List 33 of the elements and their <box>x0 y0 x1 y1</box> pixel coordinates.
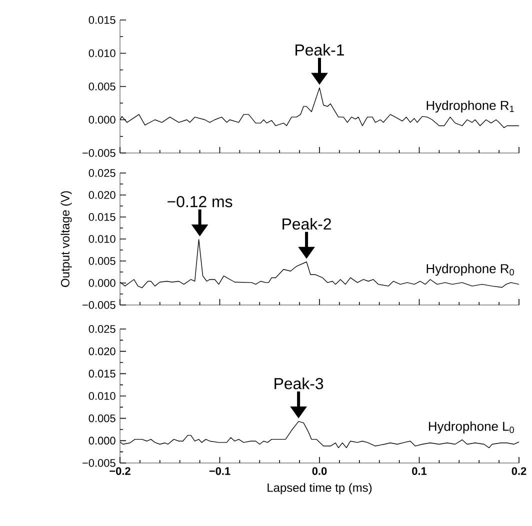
x-axis-title: Lapsed time tp (ms) <box>268 483 372 494</box>
x-tick-label: 0.1 <box>412 467 427 475</box>
y-tick-label: −0.005 <box>82 301 116 309</box>
y-tick-label: 0.005 <box>88 257 116 265</box>
x-tick-label: −0.1 <box>209 467 230 475</box>
y-tick-label: 0.025 <box>88 325 116 333</box>
y-tick-label: 0.015 <box>88 16 116 24</box>
x-tick-label: 0.2 <box>512 467 526 475</box>
y-tick-label: 0.020 <box>88 347 116 356</box>
x-tick-label: −0.2 <box>110 467 130 475</box>
y-axis-title: Output voltage (V) <box>60 191 72 287</box>
y-tick-label: 0.005 <box>88 82 116 90</box>
annotation: Peak-1 <box>296 44 344 56</box>
y-tick-label: 0.000 <box>88 436 116 445</box>
x-tick-label: 0.0 <box>312 467 327 475</box>
y-tick-label: 0.010 <box>88 235 116 243</box>
y-tick-label: 0.025 <box>88 169 116 177</box>
series-label: Hydrophone R$_{0}$ <box>426 264 514 276</box>
y-tick-label: 0.000 <box>88 116 116 124</box>
series-label: Hydrophone L$_{0}$ <box>428 421 514 434</box>
y-tick-label: 0.010 <box>88 392 116 400</box>
annotation: −0.12 ms <box>168 196 232 208</box>
y-tick-label: −0.005 <box>82 459 116 467</box>
y-tick-label: 0.010 <box>88 49 116 58</box>
annotation: Peak-3 <box>274 378 324 390</box>
y-tick-label: 0.020 <box>88 191 116 199</box>
y-tick-label: −0.005 <box>82 149 116 157</box>
y-tick-label: 0.015 <box>88 213 116 221</box>
y-tick-label: 0.005 <box>88 414 116 422</box>
y-tick-label: 0.000 <box>88 279 116 287</box>
annotation: Peak-2 <box>282 218 331 230</box>
series-label: Hydrophone R$_{1}$ <box>426 100 514 113</box>
y-tick-label: 0.015 <box>88 370 116 378</box>
